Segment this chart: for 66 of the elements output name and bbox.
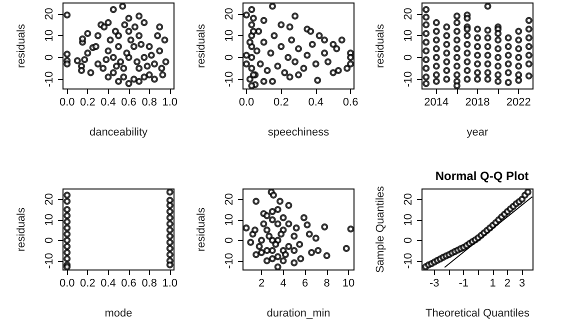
y-tick-label: -10	[44, 252, 56, 269]
x-tick-label: 2022	[506, 96, 531, 108]
x-axis-title: Theoretical Quantiles	[426, 308, 530, 320]
x-tick-label: 0.8	[142, 278, 157, 290]
x-axis-title: danceability	[89, 126, 148, 138]
x-tick-label: 0.4	[308, 96, 323, 108]
y-tick-label: -10	[402, 71, 414, 88]
x-tick-label: 2	[258, 278, 264, 290]
x-tick-label: 1.0	[162, 96, 178, 108]
x-tick-label: 0.2	[80, 96, 96, 108]
x-tick-label: 1.0	[162, 278, 178, 290]
x-tick-label: 0.2	[80, 278, 96, 290]
y-tick-label: 0	[223, 54, 235, 60]
y-tick-label: -10	[223, 71, 235, 88]
y-tick-label: 0	[402, 54, 414, 60]
x-tick-label: 2014	[424, 96, 449, 108]
y-tick-label: -10	[223, 252, 235, 269]
x-tick-label: -3	[430, 278, 440, 290]
y-axis-title: residuals	[16, 206, 28, 252]
x-tick-label: 2	[504, 278, 511, 290]
y-tick-label: 0	[44, 54, 56, 60]
x-tick-label: 1	[490, 278, 496, 290]
y-tick-label: 10	[402, 214, 414, 226]
x-tick-label: 0.0	[238, 96, 254, 108]
y-tick-label: 10	[402, 30, 414, 42]
x-axis-title: mode	[104, 308, 132, 320]
y-tick-label: 10	[44, 30, 56, 42]
x-axis-title: speechiness	[267, 126, 330, 138]
y-tick-label: 10	[44, 214, 56, 226]
x-tick-label: 0.0	[59, 96, 75, 108]
x-tick-label: 0.4	[100, 278, 116, 290]
x-tick-label: 6	[301, 278, 308, 290]
x-tick-label: 3	[518, 278, 526, 290]
y-tick-label: 20	[223, 8, 235, 20]
x-tick-label: 0.6	[121, 278, 136, 290]
x-tick-label: 10	[342, 278, 354, 290]
x-tick-label: 2018	[465, 96, 490, 108]
y-tick-label: 10	[223, 214, 235, 226]
y-tick-label: 0	[44, 237, 56, 244]
x-tick-label: 0.2	[273, 96, 288, 108]
x-tick-label: 0.6	[342, 96, 358, 108]
x-tick-label: 0.8	[142, 96, 157, 108]
x-tick-label: 0.0	[59, 278, 75, 290]
x-tick-label: 4	[280, 278, 286, 290]
x-axis-title: year	[466, 126, 489, 138]
x-tick-label: 0.4	[100, 96, 116, 108]
y-axis-title: residuals	[374, 23, 386, 68]
y-axis-title: residuals	[16, 23, 28, 68]
x-tick-label: 8	[323, 278, 330, 290]
y-tick-label: 0	[223, 237, 235, 244]
x-tick-label: 0.6	[121, 96, 136, 108]
y-tick-label: 20	[402, 193, 414, 206]
y-tick-label: -10	[402, 252, 414, 269]
y-tick-label: 0	[402, 237, 414, 244]
y-tick-label: 20	[44, 8, 56, 20]
y-tick-label: 20	[223, 193, 235, 206]
y-tick-label: 20	[402, 8, 414, 20]
x-axis-title: duration_min	[266, 308, 330, 320]
chart-title: Normal Q-Q Plot	[435, 169, 529, 183]
y-axis-title: residuals	[195, 23, 207, 68]
y-tick-label: 10	[223, 30, 235, 42]
y-tick-label: 20	[44, 193, 56, 206]
y-axis-title: residuals	[195, 206, 207, 252]
y-tick-label: -10	[44, 71, 56, 88]
y-axis-title: Sample Quantiles	[374, 186, 386, 273]
x-tick-label: -1	[458, 278, 469, 290]
